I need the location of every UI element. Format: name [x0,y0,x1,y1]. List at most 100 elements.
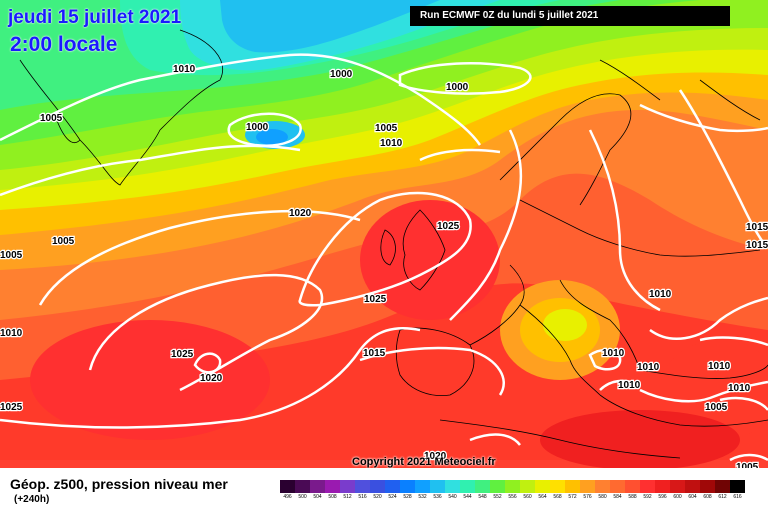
scale-swatch [595,480,610,493]
scale-step: 576 [580,480,595,501]
forecast-date: jeudi 15 juillet 2021 [8,7,182,28]
scale-tick: 592 [643,494,652,500]
scale-swatch [580,480,595,493]
isobar-label: 1005 [52,236,75,247]
scale-step: 596 [655,480,670,501]
scale-swatch [625,480,640,493]
scale-step: 600 [670,480,685,501]
scale-swatch [610,480,625,493]
isobar-label: 1025 [437,221,460,232]
scale-tick: 564 [538,494,547,500]
isobar-label: 1020 [200,373,223,384]
scale-tick: 552 [493,494,502,500]
scale-step: 588 [625,480,640,501]
scale-step: 572 [565,480,580,501]
scale-step: 580 [595,480,610,501]
scale-step: 516 [355,480,370,501]
scale-swatch [355,480,370,493]
scale-step: 552 [490,480,505,501]
scale-tick: 600 [673,494,682,500]
scale-swatch [460,480,475,493]
scale-tick: 524 [388,494,397,500]
weather-map: 1010 1000 1000 1005 1010 1005 1000 1020 … [0,0,768,468]
isobar-label: 1010 [637,362,660,373]
isobar-label: 1025 [171,349,194,360]
scale-step: 544 [460,480,475,501]
scale-step: 612 [715,480,730,501]
forecast-time: 2:00 locale [10,33,118,56]
scale-step: 568 [550,480,565,501]
scale-tick: 536 [433,494,442,500]
scale-step: 604 [685,480,700,501]
isobar-label: 1015 [363,348,386,359]
scale-tick: 532 [418,494,427,500]
scale-swatch [325,480,340,493]
scale-swatch [535,480,550,493]
isobar-label: 1010 [0,328,23,339]
scale-swatch [520,480,535,493]
scale-step: 592 [640,480,655,501]
isobar-label: 1025 [0,402,23,413]
isobar-label: 1010 [618,380,641,391]
scale-step: 512 [340,480,355,501]
scale-tick: 556 [508,494,517,500]
scale-step: 616 [730,480,745,501]
scale-step: 532 [415,480,430,501]
scale-tick: 604 [688,494,697,500]
scale-step: 556 [505,480,520,501]
scale-swatch [340,480,355,493]
scale-swatch [445,480,460,493]
isobar-label: 1015 [746,222,768,233]
scale-tick: 572 [568,494,577,500]
scale-swatch [400,480,415,493]
isobar-label: 1005 [0,250,23,261]
scale-swatch [385,480,400,493]
isobar-label: 1005 [40,113,63,124]
scale-swatch [415,480,430,493]
isobar-labels: 1010 1000 1000 1005 1010 1005 1000 1020 … [0,63,768,468]
isobar-label: 1010 [708,361,731,372]
map-footer: Géop. z500, pression niveau mer (+240h) … [0,468,768,512]
scale-step: 496 [280,480,295,501]
scale-swatch [370,480,385,493]
isobar-label: 1010 [649,289,672,300]
scale-swatch [490,480,505,493]
scale-swatch [550,480,565,493]
isobar-label: 1005 [736,462,759,468]
scale-swatch [475,480,490,493]
isobar-label: 1010 [728,383,751,394]
scale-tick: 512 [343,494,352,500]
scale-tick: 580 [598,494,607,500]
scale-tick: 588 [628,494,637,500]
isobar-label: 1020 [289,208,312,219]
scale-swatch [565,480,580,493]
scale-tick: 500 [298,494,307,500]
scale-swatch [310,480,325,493]
scale-swatch [730,480,745,493]
scale-tick: 496 [283,494,292,500]
scale-step: 504 [310,480,325,501]
isobar-label: 1010 [173,64,196,75]
isobar-label: 1010 [380,138,403,149]
scale-step: 548 [475,480,490,501]
scale-tick: 520 [373,494,382,500]
forecast-lead-time: (+240h) [14,494,50,505]
scale-tick: 612 [718,494,727,500]
scale-tick: 596 [658,494,667,500]
scale-tick: 568 [553,494,562,500]
scale-swatch [655,480,670,493]
scale-tick: 516 [358,494,367,500]
isobar-label: 1010 [602,348,625,359]
scale-swatch [700,480,715,493]
scale-tick: 584 [613,494,622,500]
scale-tick: 544 [463,494,472,500]
scale-swatch [685,480,700,493]
scale-tick: 540 [448,494,457,500]
run-info-box: Run ECMWF 0Z du lundi 5 juillet 2021 [410,6,730,26]
scale-step: 524 [385,480,400,501]
scale-step: 584 [610,480,625,501]
copyright-text: Copyright 2021 Meteociel.fr [352,456,496,468]
scale-tick: 548 [478,494,487,500]
scale-tick: 508 [328,494,337,500]
isobar-label: 1005 [375,123,398,134]
